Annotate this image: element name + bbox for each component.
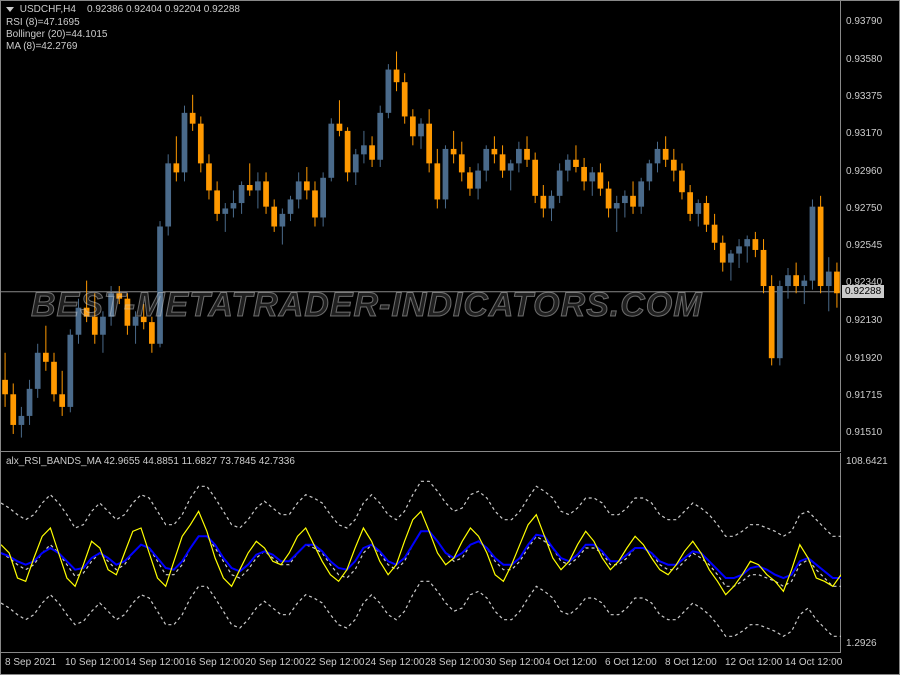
indicator-svg [1, 453, 841, 653]
dropdown-icon [6, 7, 14, 12]
indicator-chart[interactable]: alx_RSI_BANDS_MA 42.9655 44.8851 11.6827… [1, 453, 841, 653]
rsi-header: RSI (8)=47.1695 [6, 17, 80, 28]
candlestick-svg [1, 1, 841, 452]
symbol-label: USDCHF,H4 [20, 4, 76, 15]
ma-header: MA (8)=42.2769 [6, 41, 77, 52]
time-x-axis: 8 Sep 202110 Sep 12:0014 Sep 12:0016 Sep… [1, 654, 841, 675]
ohlc-label: 0.92386 0.92404 0.92204 0.92288 [87, 4, 240, 15]
price-y-axis: 0.937900.935800.933750.931700.929600.927… [842, 1, 900, 452]
indicator-y-axis: 108.64211.2926 [842, 453, 900, 653]
bollinger-header: Bollinger (20)=44.1015 [6, 29, 107, 40]
chart-window: USDCHF,H4 0.92386 0.92404 0.92204 0.9228… [0, 0, 900, 675]
watermark-text: BEST-METATRADER-INDICATORS.COM [31, 286, 831, 325]
symbol-header: USDCHF,H4 0.92386 0.92404 0.92204 0.9228… [6, 4, 240, 15]
indicator-header: alx_RSI_BANDS_MA 42.9655 44.8851 11.6827… [6, 456, 295, 467]
price-chart[interactable]: USDCHF,H4 0.92386 0.92404 0.92204 0.9228… [1, 1, 841, 452]
